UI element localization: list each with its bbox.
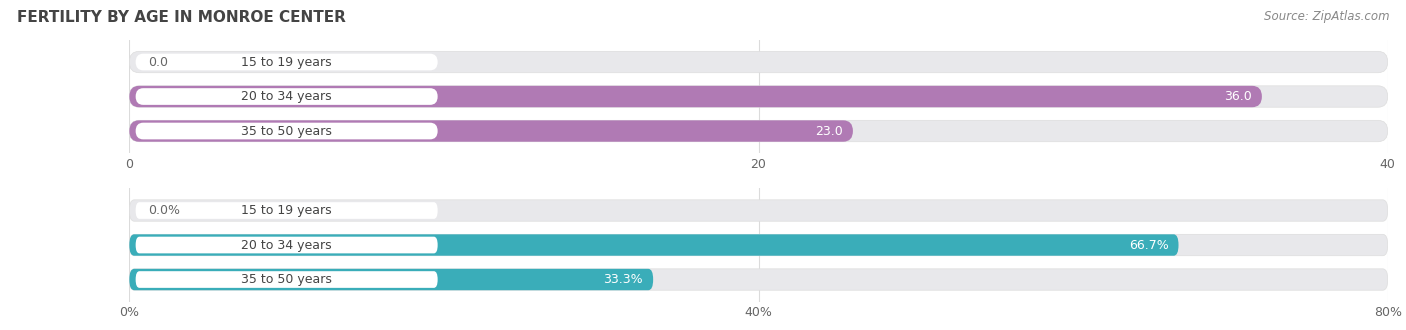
Text: 0.0: 0.0 (148, 55, 169, 69)
FancyBboxPatch shape (129, 120, 853, 142)
Text: 23.0: 23.0 (815, 124, 842, 138)
FancyBboxPatch shape (135, 88, 437, 105)
Text: 35 to 50 years: 35 to 50 years (242, 124, 332, 138)
FancyBboxPatch shape (135, 202, 437, 219)
FancyBboxPatch shape (129, 234, 1388, 256)
FancyBboxPatch shape (129, 86, 1388, 107)
Text: 36.0: 36.0 (1225, 90, 1251, 103)
FancyBboxPatch shape (129, 234, 1178, 256)
Text: FERTILITY BY AGE IN MONROE CENTER: FERTILITY BY AGE IN MONROE CENTER (17, 10, 346, 25)
Text: 20 to 34 years: 20 to 34 years (242, 239, 332, 251)
Text: 15 to 19 years: 15 to 19 years (242, 55, 332, 69)
Text: 20 to 34 years: 20 to 34 years (242, 90, 332, 103)
Text: 0.0%: 0.0% (148, 204, 180, 217)
FancyBboxPatch shape (129, 51, 1388, 73)
FancyBboxPatch shape (129, 120, 1388, 142)
FancyBboxPatch shape (129, 269, 1388, 290)
Text: 15 to 19 years: 15 to 19 years (242, 204, 332, 217)
FancyBboxPatch shape (135, 237, 437, 253)
FancyBboxPatch shape (129, 86, 1263, 107)
FancyBboxPatch shape (135, 123, 437, 139)
Text: 35 to 50 years: 35 to 50 years (242, 273, 332, 286)
Text: 66.7%: 66.7% (1129, 239, 1168, 251)
FancyBboxPatch shape (135, 54, 437, 70)
Text: Source: ZipAtlas.com: Source: ZipAtlas.com (1264, 10, 1389, 23)
FancyBboxPatch shape (135, 271, 437, 288)
FancyBboxPatch shape (129, 269, 654, 290)
FancyBboxPatch shape (129, 200, 1388, 221)
Text: 33.3%: 33.3% (603, 273, 643, 286)
